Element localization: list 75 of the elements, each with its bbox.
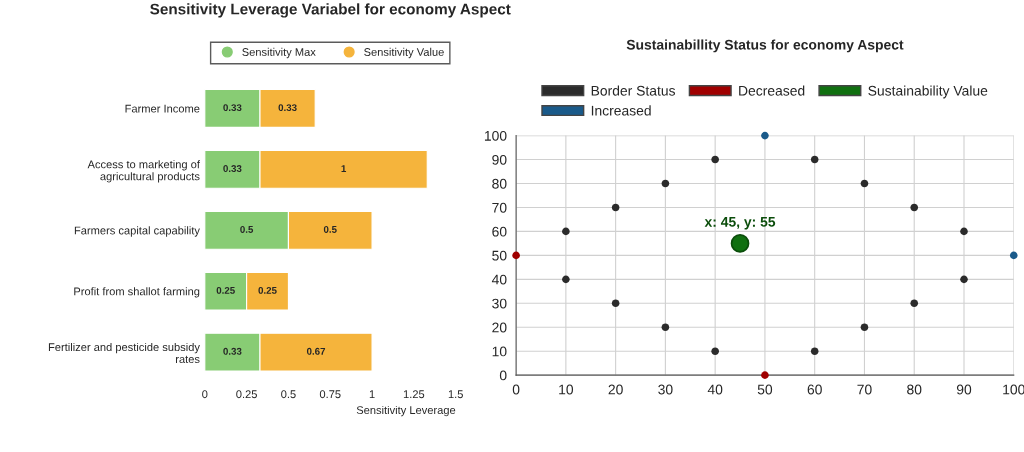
x-tick-label: 0.25 (236, 390, 257, 399)
y-tick-label: Profit from shallot farming (74, 287, 200, 298)
legend-label: Border Status (591, 85, 676, 96)
x-tick-label: 20 (608, 384, 623, 395)
x-tick-label: 10 (559, 384, 574, 395)
data-label: 1 (341, 165, 347, 172)
legend-label: Sensitivity Value (364, 47, 444, 59)
x-tick-label: 1.5 (448, 390, 463, 399)
legend-label: Increased (591, 105, 651, 116)
point (860, 323, 869, 332)
point (810, 155, 819, 164)
data-label: 0.33 (223, 347, 242, 355)
data-label: 0.5 (323, 226, 337, 233)
point (860, 179, 869, 188)
x-tick-label: 0.75 (319, 390, 341, 399)
legend-label: Decreased (739, 85, 805, 96)
y-tick-label: 80 (492, 178, 507, 189)
point (960, 275, 968, 284)
y-tick-label: 60 (492, 226, 507, 237)
x-tick-label: 1.25 (403, 390, 425, 399)
point (611, 299, 620, 308)
y-tick-label: 20 (492, 322, 507, 333)
chart-title: Sensitivity Leverage Variabel for economy Aspect (150, 3, 511, 18)
x-tick-label: 0 (202, 390, 208, 399)
y-tick-label: Farmers capital capability (74, 226, 200, 237)
point (761, 131, 769, 140)
point (562, 227, 570, 236)
annotation: x: 45, y: 55 (704, 217, 776, 230)
x-tick-label: 100 (1003, 384, 1024, 395)
point (661, 323, 670, 332)
x-tick-label: 60 (807, 384, 822, 395)
y-tick-label: 50 (492, 250, 507, 261)
y-tick-label: 30 (492, 298, 507, 309)
x-tick-label: 70 (857, 384, 872, 395)
point (730, 234, 750, 253)
x-tick-label: 1 (369, 390, 375, 399)
x-tick-label: 80 (907, 384, 922, 395)
x-tick-label: 30 (658, 384, 673, 395)
y-tick-label: 70 (492, 202, 507, 213)
x-tick-label: 0 (512, 384, 520, 395)
data-label: 0.25 (258, 286, 277, 294)
data-label: 0.33 (278, 104, 297, 112)
y-tick-label: 100 (484, 130, 507, 141)
legend-label: Sustainability Value (868, 85, 988, 99)
data-label: 0.5 (240, 226, 254, 233)
point (761, 371, 769, 379)
x-axis-title: Sensitivity Leverage (356, 405, 456, 417)
y-tick-label: 0 (499, 370, 507, 381)
y-tick-label: Farmer Income (125, 104, 200, 113)
point (711, 155, 719, 164)
point (910, 203, 919, 212)
data-label: 0.67 (306, 347, 326, 355)
point (711, 347, 719, 356)
x-tick-label: 40 (707, 384, 723, 395)
y-tick-label: 90 (492, 154, 507, 165)
legend-label: Sensitivity Max (242, 47, 316, 59)
data-label: 0.33 (223, 104, 242, 112)
point (661, 179, 670, 188)
point (960, 227, 968, 236)
point (611, 203, 620, 212)
data-label: 0.25 (216, 286, 235, 294)
x-tick-label: 50 (757, 384, 773, 395)
point (512, 251, 520, 260)
point (1009, 251, 1018, 260)
y-tick-label: 10 (492, 346, 507, 357)
chart-title: Sustainabillity Status for economy Aspect (626, 39, 904, 53)
point (910, 299, 919, 308)
y-tick-label: 40 (491, 274, 507, 285)
data-label: 0.33 (223, 165, 242, 172)
x-tick-label: 90 (956, 384, 972, 395)
y-tick-label: Fertilizer and pesticide subsidy rates (48, 342, 200, 364)
x-tick-label: 0.5 (281, 390, 296, 399)
y-tick-label: Access to marketing of agricultural products (87, 160, 200, 183)
point (810, 347, 819, 356)
point (562, 275, 570, 284)
